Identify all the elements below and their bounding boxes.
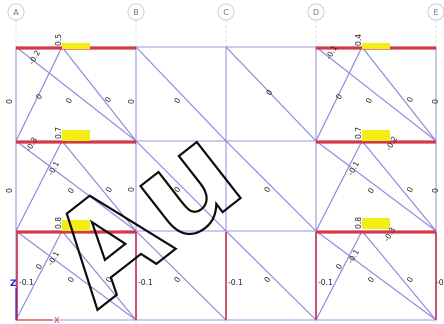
- brace-ab-story3-diag[interactable]: [15, 230, 137, 321]
- brace-ab-story2-diag[interactable]: [15, 140, 137, 232]
- brace-cd-2[interactable]: [225, 140, 317, 232]
- value-zero-9: 0: [431, 99, 440, 104]
- value-neg-top-right: -0.1: [324, 44, 339, 61]
- value-zero-10: 0: [34, 92, 44, 101]
- highlight-ab-bot[interactable]: [62, 220, 90, 231]
- grid-bubble-e[interactable]: E: [427, 3, 444, 21]
- value-zero-6: 0: [264, 88, 274, 97]
- value-zero-26: 0: [405, 275, 415, 284]
- brace-cd-1[interactable]: [225, 46, 317, 142]
- value-zero-13: 0: [66, 186, 76, 195]
- value-beam-bot-left: 0.8: [54, 217, 63, 229]
- value-zero-23: 0: [172, 275, 182, 284]
- highlight-de-top[interactable]: [362, 43, 390, 49]
- grid-bubble-b[interactable]: B: [127, 3, 145, 21]
- value-zero-24: 0: [262, 275, 272, 284]
- value-zero-3: 0: [103, 95, 113, 104]
- value-zero-27: 0: [34, 262, 44, 271]
- grid-bubble-a[interactable]: A: [7, 3, 25, 21]
- grid-label-c: C: [223, 8, 229, 17]
- value-zero-25: 0: [366, 275, 376, 284]
- highlight-ab-mid[interactable]: [62, 130, 90, 141]
- highlight-ab-top[interactable]: [62, 43, 90, 49]
- value-beam-bot-right: 0.8: [354, 217, 363, 229]
- value-zero-16: 0: [172, 185, 182, 194]
- value-zero-17: 0: [262, 185, 272, 194]
- brace-de-story1-diag[interactable]: [315, 46, 437, 142]
- highlight-de-mid[interactable]: [362, 130, 390, 141]
- brace-bc-3[interactable]: [135, 230, 227, 321]
- grid-bubble-d[interactable]: D: [307, 3, 325, 21]
- value-col-b: -0.1: [138, 278, 153, 287]
- value-zero-18: 0: [366, 186, 376, 195]
- grid-label-d: D: [313, 8, 319, 17]
- value-beam-mid-left: 0.7: [54, 127, 63, 139]
- value-zero-4: 0: [127, 99, 136, 104]
- value-zero-19: 0: [405, 185, 415, 194]
- brace-cd-3[interactable]: [225, 230, 317, 321]
- value-zero-8: 0: [405, 95, 415, 104]
- value-zero-7: 0: [364, 96, 374, 105]
- value-zero-21: 0: [66, 275, 76, 284]
- value-neg-mid-left: -0.3: [24, 136, 39, 153]
- value-zero-11: 0: [334, 92, 344, 101]
- grid-label-b: B: [133, 8, 139, 17]
- value-beam-top-right: 0.4: [354, 34, 363, 46]
- grid-label-e: E: [433, 8, 438, 17]
- value-beam-mid-right: 0.7: [354, 127, 363, 139]
- brace-bc-1[interactable]: [135, 46, 227, 142]
- highlight-de-bot[interactable]: [362, 218, 390, 229]
- grid-bubble-c[interactable]: C: [217, 3, 235, 21]
- value-zero-14: 0: [104, 185, 114, 194]
- value-col-d: -0.1: [318, 278, 333, 287]
- grid-label-a: A: [13, 8, 19, 17]
- value-zero-15: 0: [127, 187, 136, 192]
- value-col-a: -0.1: [19, 278, 34, 287]
- value-zero-22: 0: [104, 275, 114, 284]
- brace-de-story2-diag[interactable]: [315, 140, 437, 232]
- value-neg-mid-left-2: -0.1: [46, 160, 61, 177]
- value-zero-12: 0: [5, 188, 14, 193]
- value-zero-1: 0: [5, 99, 14, 104]
- value-zero-20: 0: [431, 188, 440, 193]
- highlights: [62, 43, 390, 231]
- value-zero-28: 0: [334, 262, 344, 271]
- brace-ab-story1-diag[interactable]: [15, 46, 137, 142]
- value-col-e: -0.1: [436, 278, 444, 287]
- value-neg-mid-right-2: -0.1: [346, 160, 361, 177]
- axis-x-label: X: [54, 316, 60, 324]
- axis-z-label: Z: [10, 279, 17, 289]
- value-beam-top-left: 0.5: [54, 34, 63, 46]
- value-col-c: -0.1: [228, 278, 243, 287]
- brace-de-story3-diag[interactable]: [315, 230, 437, 321]
- value-neg-top-left: -0.2: [27, 49, 42, 66]
- value-zero-5: 0: [172, 96, 182, 105]
- value-zero-2: 0: [64, 96, 74, 105]
- brace-bc-2[interactable]: [135, 140, 227, 232]
- axis-indicator: Z X: [10, 279, 60, 324]
